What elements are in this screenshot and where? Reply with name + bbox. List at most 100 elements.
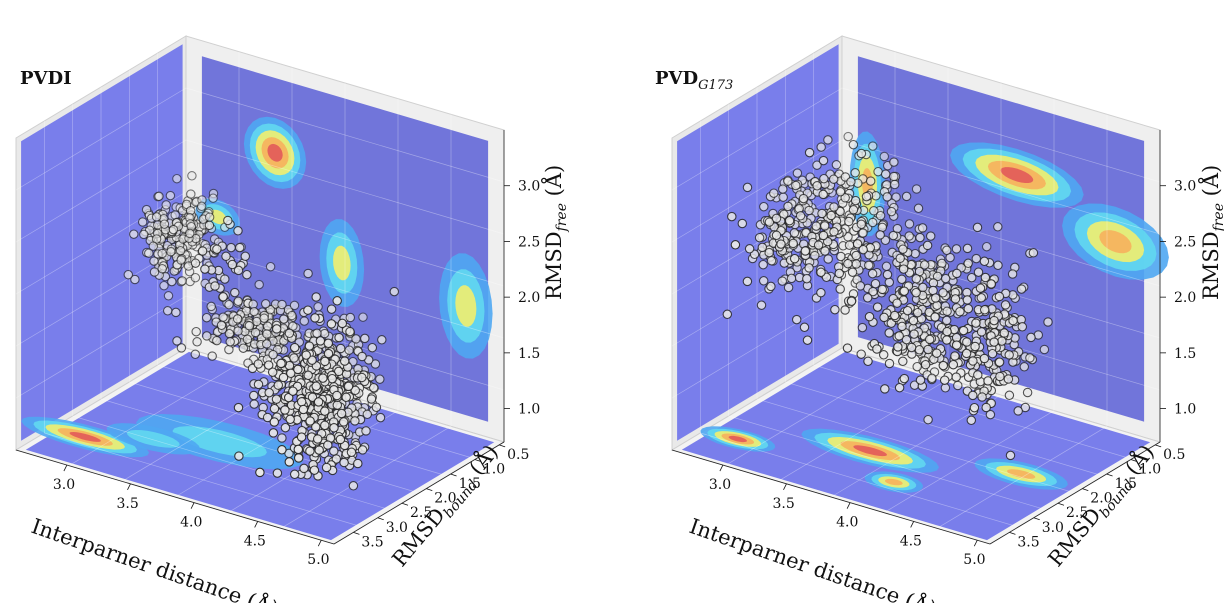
scatter-point bbox=[828, 174, 839, 184]
scatter-point bbox=[973, 267, 984, 277]
scatter-point bbox=[313, 302, 323, 312]
scatter-point bbox=[880, 169, 891, 179]
scatter-point bbox=[314, 445, 324, 455]
scatter-point bbox=[823, 135, 833, 145]
scatter-point bbox=[889, 179, 900, 190]
scatter-point bbox=[289, 469, 300, 480]
scatter-point bbox=[769, 188, 779, 198]
grid-line bbox=[185, 243, 505, 339]
scatter-point bbox=[1043, 317, 1053, 327]
scatter-point bbox=[186, 189, 196, 199]
scatter-point bbox=[249, 399, 259, 409]
z-tick-label: 2.5 bbox=[1174, 234, 1196, 250]
scatter-point bbox=[368, 382, 379, 393]
scatter-point bbox=[269, 417, 280, 427]
scatter-point bbox=[983, 376, 993, 386]
scatter-point bbox=[144, 248, 154, 258]
scatter-point bbox=[357, 372, 367, 383]
scatter-point bbox=[919, 260, 930, 270]
scatter-point bbox=[912, 361, 922, 372]
scatter-point bbox=[884, 358, 895, 369]
scatter-point bbox=[216, 320, 227, 331]
scatter-point bbox=[937, 258, 947, 269]
scatter-point bbox=[305, 416, 315, 426]
scatter-point bbox=[351, 334, 361, 344]
scatter-point bbox=[309, 465, 320, 475]
scatter-point bbox=[286, 368, 296, 379]
z-tick-label: 2.0 bbox=[518, 290, 540, 306]
scatter-point bbox=[172, 173, 182, 184]
scatter-point bbox=[298, 404, 309, 415]
y-tick-label: 2.5 bbox=[410, 505, 432, 521]
back-wall-contour bbox=[1099, 230, 1132, 254]
scatter-point bbox=[1022, 387, 1033, 398]
scatter-point bbox=[220, 274, 230, 284]
scatter-point bbox=[985, 409, 996, 420]
scatter-point bbox=[783, 282, 794, 293]
scatter-point bbox=[154, 191, 164, 202]
x-tick-label: 4.0 bbox=[180, 515, 202, 531]
y-axis-line bbox=[989, 441, 1161, 545]
scatter-point bbox=[842, 343, 853, 353]
scatter-point bbox=[377, 335, 387, 345]
x-tick bbox=[910, 521, 915, 528]
y-tick-label: 1.0 bbox=[483, 462, 505, 478]
scatter-point bbox=[341, 392, 351, 403]
scatter-point bbox=[875, 230, 885, 240]
x-tick bbox=[63, 464, 68, 472]
scatter-point bbox=[305, 446, 315, 456]
scatter-point bbox=[856, 219, 867, 230]
scatter-point bbox=[226, 242, 236, 253]
scatter-point bbox=[810, 250, 820, 261]
scatter-point bbox=[999, 328, 1010, 338]
x-tick-label: 3.5 bbox=[117, 496, 139, 512]
scatter-point bbox=[989, 315, 999, 326]
scatter-point bbox=[345, 326, 355, 337]
scatter-point bbox=[375, 374, 385, 384]
scatter-point bbox=[778, 192, 788, 202]
x-tick bbox=[317, 540, 322, 547]
scatter-point bbox=[123, 269, 134, 280]
scatter-point bbox=[240, 251, 251, 262]
scatter-point bbox=[1005, 450, 1016, 461]
scatter-point bbox=[879, 151, 890, 162]
scatter-point bbox=[303, 370, 313, 381]
scatter-point bbox=[320, 356, 330, 367]
y-tick-label: 2.0 bbox=[434, 491, 456, 507]
grid-line bbox=[841, 139, 1161, 235]
scatter-point bbox=[727, 211, 737, 222]
scatter-point bbox=[208, 193, 218, 203]
scatter-point bbox=[218, 312, 228, 322]
scatter-point bbox=[850, 195, 861, 206]
scatter-point bbox=[279, 314, 289, 324]
scatter-point bbox=[1003, 374, 1014, 384]
y-tick-label: 3.0 bbox=[1042, 520, 1064, 536]
y-tick-label: 2.5 bbox=[1066, 505, 1088, 521]
z-tick-label: 1.0 bbox=[518, 402, 540, 418]
y-tick bbox=[474, 459, 481, 462]
scatter-point bbox=[948, 359, 959, 370]
scatter-point bbox=[899, 373, 910, 384]
scatter-point bbox=[161, 200, 171, 210]
scatter-point bbox=[175, 246, 186, 256]
scatter-point bbox=[277, 299, 287, 310]
grid-line bbox=[185, 191, 505, 287]
scatter-point bbox=[862, 293, 873, 303]
scatter-point bbox=[927, 373, 937, 384]
scatter-point bbox=[886, 206, 897, 217]
scatter-point bbox=[857, 322, 868, 333]
scatter-point bbox=[1039, 344, 1050, 355]
scatter-point bbox=[852, 239, 863, 249]
grid-line bbox=[15, 295, 187, 399]
scatter-point bbox=[171, 307, 181, 318]
scatter-point bbox=[911, 274, 922, 284]
scatter-point bbox=[185, 228, 195, 239]
scatter-point bbox=[820, 246, 830, 256]
scatter-point bbox=[915, 232, 925, 243]
z-tick-label: 3.0 bbox=[1174, 179, 1196, 195]
scatter-point bbox=[230, 287, 240, 298]
scatter-point bbox=[335, 343, 346, 354]
grid-line bbox=[756, 398, 1076, 494]
scatter-point bbox=[979, 353, 990, 364]
